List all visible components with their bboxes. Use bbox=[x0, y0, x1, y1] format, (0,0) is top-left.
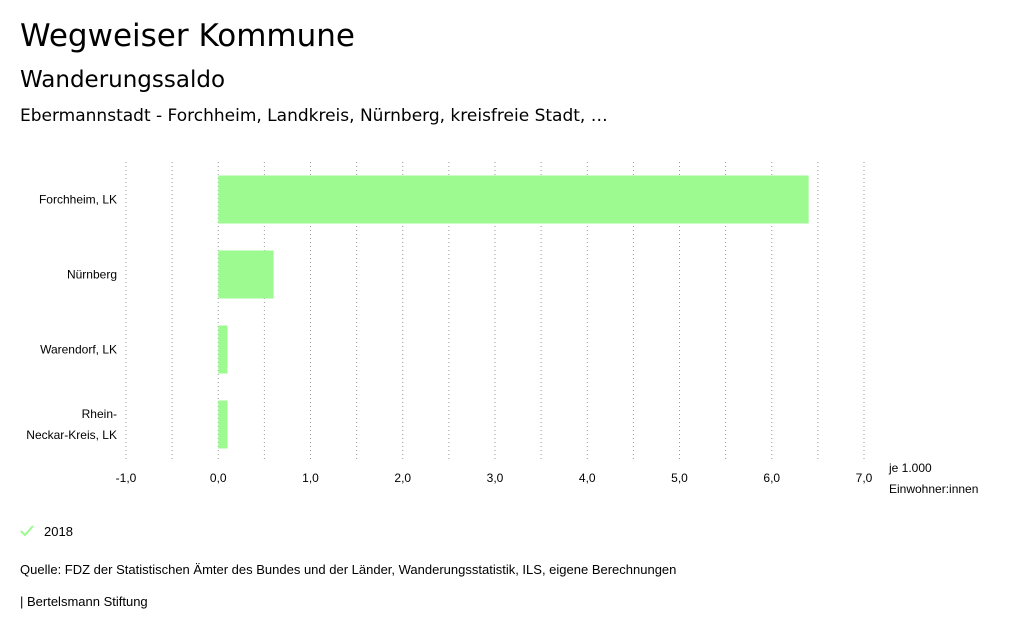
bar[interactable] bbox=[218, 325, 228, 374]
chart-context: Ebermannstadt - Forchheim, Landkreis, Nü… bbox=[20, 106, 608, 126]
source-note: Quelle: FDZ der Statistischen Ämter des … bbox=[20, 562, 677, 577]
credit-note: | Bertelsmann Stiftung bbox=[20, 594, 148, 609]
bar[interactable] bbox=[218, 400, 228, 449]
category-label: Forchheim, LK bbox=[39, 193, 117, 207]
category-label: Nürnberg bbox=[67, 268, 117, 282]
bar[interactable] bbox=[218, 175, 809, 224]
x-tick-label: -1,0 bbox=[116, 471, 137, 485]
category-label: Warendorf, LK bbox=[40, 343, 117, 357]
x-tick-label: 6,0 bbox=[763, 471, 780, 485]
x-tick-label: 3,0 bbox=[487, 471, 504, 485]
x-tick-label: 7,0 bbox=[856, 471, 873, 485]
legend: 2018 bbox=[20, 521, 73, 541]
x-tick-label: 0,0 bbox=[210, 471, 227, 485]
chart-subtitle: Wanderungssaldo bbox=[20, 67, 226, 93]
bar-chart: -1,0 0,0 1,0 2,0 3,0 4,0 5,0 6,0 7,0 je 1.000 Einw… bbox=[26, 162, 978, 496]
category-label: Rhein-Neckar-Kreis, LK bbox=[26, 407, 117, 442]
x-tick-label: 5,0 bbox=[671, 471, 688, 485]
bar[interactable] bbox=[218, 250, 274, 299]
page-title: Wegweiser Kommune bbox=[20, 18, 355, 54]
x-tick-label: 4,0 bbox=[579, 471, 596, 485]
legend-label-2018[interactable]: 2018 bbox=[44, 523, 73, 539]
x-tick-label: 1,0 bbox=[302, 471, 319, 485]
check-icon[interactable] bbox=[20, 524, 34, 538]
x-axis-label: je 1.000 bbox=[888, 461, 932, 475]
x-axis-label: Einwohner:innen bbox=[889, 482, 978, 496]
x-tick-label: 2,0 bbox=[394, 471, 411, 485]
